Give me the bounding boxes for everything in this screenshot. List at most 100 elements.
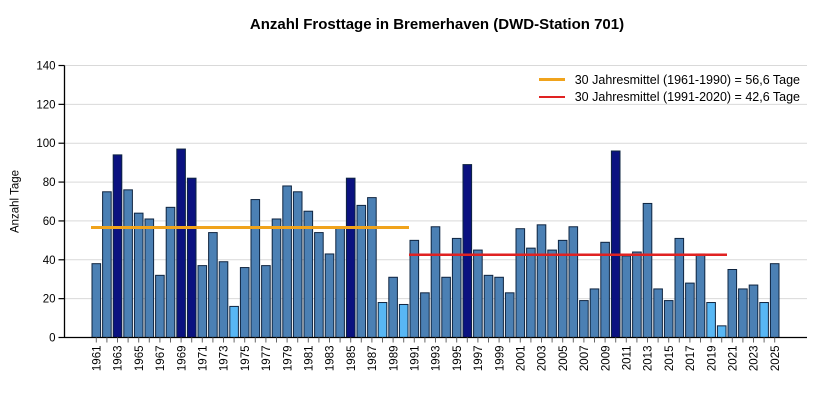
bar-2011 bbox=[621, 255, 632, 339]
legend-item-mean-1991-2020: 30 Jahresmittel (1991-2020) = 42,6 Tage bbox=[538, 88, 800, 105]
bar-2013 bbox=[642, 202, 653, 338]
bar-1971 bbox=[197, 265, 208, 338]
bar-1985 bbox=[345, 177, 356, 338]
x-tick-label-1985: 1985 bbox=[346, 346, 358, 372]
bar-1970 bbox=[186, 177, 197, 338]
bar-2002 bbox=[526, 247, 536, 338]
bar-2024 bbox=[759, 302, 769, 339]
bar-2018 bbox=[695, 253, 706, 338]
y-tick-label-0: 0 bbox=[49, 333, 55, 345]
bar-1987 bbox=[367, 197, 377, 338]
x-tick-label-2013: 2013 bbox=[643, 346, 655, 372]
x-tick-label-1989: 1989 bbox=[388, 346, 400, 372]
mean-line-1991-2020-swatch bbox=[538, 95, 565, 98]
bar-2020 bbox=[716, 325, 727, 339]
x-tick-label-2015: 2015 bbox=[664, 346, 676, 372]
bar-2009 bbox=[600, 241, 610, 338]
legend-label-1991-2020: 30 Jahresmittel (1991-2020) = 42,6 Tage bbox=[574, 89, 800, 104]
legend-label-1961-1990: 30 Jahresmittel (1961-1990) = 56,6 Tage bbox=[574, 72, 800, 87]
legend-item-mean-1961-1990: 30 Jahresmittel (1961-1990) = 56,6 Tage bbox=[538, 71, 800, 88]
bar-2021 bbox=[727, 269, 738, 339]
bar-2012 bbox=[632, 251, 642, 338]
x-tick-label-1993: 1993 bbox=[431, 346, 443, 372]
bar-1990 bbox=[398, 303, 409, 339]
bar-1988 bbox=[377, 302, 388, 339]
x-tick-label-2001: 2001 bbox=[516, 346, 528, 372]
bar-2004 bbox=[547, 249, 557, 339]
bar-1992 bbox=[420, 292, 430, 339]
y-tick-label-100: 100 bbox=[36, 138, 55, 150]
x-tick-label-1983: 1983 bbox=[325, 346, 337, 372]
bar-2007 bbox=[579, 300, 589, 338]
x-tick-label-1971: 1971 bbox=[198, 346, 210, 372]
y-tick-label-40: 40 bbox=[43, 255, 56, 267]
x-tick-label-1977: 1977 bbox=[261, 346, 273, 372]
x-tick-label-2023: 2023 bbox=[749, 346, 761, 372]
bar-1975 bbox=[239, 267, 250, 339]
bar-1996 bbox=[462, 164, 473, 338]
bar-1966 bbox=[144, 218, 155, 338]
bar-2022 bbox=[738, 288, 748, 338]
bar-1993 bbox=[430, 226, 441, 339]
bar-1982 bbox=[314, 232, 324, 339]
y-axis-title: Anzahl Tage bbox=[9, 169, 22, 234]
bar-1963 bbox=[112, 154, 123, 338]
y-tick-label-20: 20 bbox=[43, 294, 56, 306]
bar-1977 bbox=[261, 265, 271, 338]
x-tick-label-2007: 2007 bbox=[579, 346, 591, 372]
x-tick-label-2017: 2017 bbox=[685, 346, 697, 372]
bar-1995 bbox=[451, 237, 462, 339]
bar-1967 bbox=[155, 274, 165, 339]
bar-1984 bbox=[335, 226, 345, 339]
y-tick-label-60: 60 bbox=[43, 216, 56, 228]
bar-2023 bbox=[748, 284, 759, 339]
bar-1989 bbox=[388, 276, 398, 338]
x-tick-label-1999: 1999 bbox=[494, 346, 506, 372]
legend: 30 Jahresmittel (1961-1990) = 56,6 Tage … bbox=[538, 71, 800, 105]
x-tick-label-2005: 2005 bbox=[558, 346, 570, 372]
x-tick-label-2009: 2009 bbox=[600, 346, 612, 372]
bar-2017 bbox=[685, 282, 695, 338]
bar-2000 bbox=[504, 292, 515, 339]
mean-line-1961-1990-swatch bbox=[538, 78, 565, 81]
x-tick-label-2011: 2011 bbox=[622, 346, 634, 371]
bar-1980 bbox=[292, 191, 303, 338]
x-tick-label-1981: 1981 bbox=[304, 346, 316, 372]
bar-2014 bbox=[653, 288, 663, 338]
bar-1997 bbox=[473, 249, 483, 339]
x-tick-label-2019: 2019 bbox=[706, 346, 718, 372]
chart-title: Anzahl Frosttage in Bremerhaven (DWD-Sta… bbox=[249, 16, 625, 33]
y-tick-label-140: 140 bbox=[36, 61, 55, 73]
y-tick-label-120: 120 bbox=[36, 99, 55, 111]
bar-1999 bbox=[494, 276, 504, 338]
x-tick-label-1975: 1975 bbox=[240, 346, 252, 372]
x-tick-label-1965: 1965 bbox=[134, 346, 146, 372]
bar-1973 bbox=[218, 261, 229, 339]
bar-1986 bbox=[356, 204, 367, 338]
bar-2001 bbox=[515, 228, 526, 338]
bar-2019 bbox=[706, 302, 716, 339]
bar-2015 bbox=[663, 300, 674, 338]
bar-1976 bbox=[250, 199, 261, 338]
bar-1994 bbox=[441, 276, 451, 338]
bar-1981 bbox=[303, 210, 314, 338]
bar-1965 bbox=[133, 212, 144, 338]
x-tick-label-2025: 2025 bbox=[770, 346, 782, 372]
x-tick-label-1973: 1973 bbox=[219, 346, 231, 372]
bar-1969 bbox=[176, 148, 186, 338]
x-tick-label-1997: 1997 bbox=[473, 346, 485, 372]
bar-1962 bbox=[102, 191, 112, 338]
bar-1972 bbox=[208, 232, 218, 339]
bar-2003 bbox=[536, 224, 547, 338]
bar-2008 bbox=[589, 288, 600, 338]
x-tick-label-1987: 1987 bbox=[367, 346, 379, 372]
bar-1979 bbox=[282, 185, 292, 338]
bar-1964 bbox=[123, 189, 133, 338]
bar-1998 bbox=[483, 274, 494, 339]
bar-1961 bbox=[91, 263, 102, 339]
bar-1983 bbox=[324, 253, 335, 338]
bar-1974 bbox=[229, 305, 239, 338]
x-tick-label-2021: 2021 bbox=[728, 346, 740, 372]
